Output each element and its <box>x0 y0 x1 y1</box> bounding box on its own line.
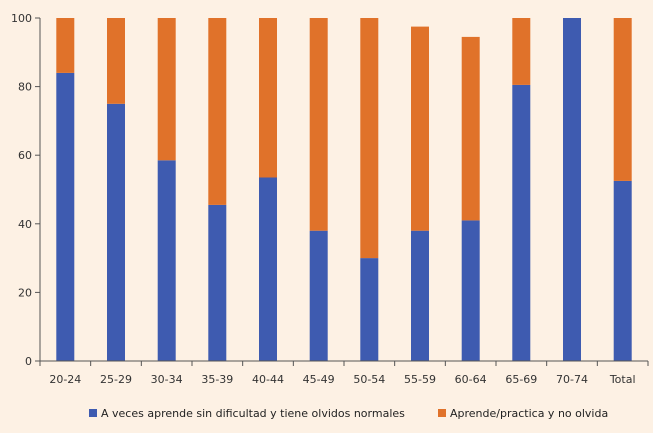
x-tick-label: 30-34 <box>151 373 183 386</box>
x-tick-label: 45-49 <box>303 373 335 386</box>
bar-practica-no-olvida-40-44 <box>259 18 277 178</box>
bar-aprende-olvidos-Total <box>613 180 632 361</box>
bar-practica-no-olvida-45-49 <box>309 18 328 231</box>
y-ticks-layer: 0 20 40 60 80 100 <box>11 12 40 368</box>
x-ticks-layer: 20-24 25-29 30-34 35-39 40-44 45-49 50-54 55-59… <box>39 361 649 386</box>
x-tick-label: 40-44 <box>252 373 284 386</box>
x-tick-label: 20-24 <box>49 373 81 386</box>
x-tick-label: 35-39 <box>201 373 233 386</box>
bar-aprende-olvidos-50-54 <box>360 258 379 361</box>
bar-practica-no-olvida-30-34 <box>157 18 176 161</box>
bar-aprende-olvidos-30-34 <box>157 160 176 361</box>
legend: A veces aprende sin dificultad y tiene o… <box>89 407 608 420</box>
legend-label-practica-no-olvida: Aprende/practica y no olvida <box>450 407 608 420</box>
y-tick-label: 20 <box>18 286 32 299</box>
bar-practica-no-olvida-65-69 <box>512 18 531 85</box>
bars-layer <box>56 18 632 362</box>
x-tick-label: 70-74 <box>556 373 588 386</box>
bar-practica-no-olvida-35-39 <box>208 18 227 205</box>
y-tick-label: 80 <box>18 81 32 94</box>
x-tick-label: 50-54 <box>353 373 385 386</box>
bar-aprende-olvidos-25-29 <box>107 103 125 362</box>
bar-aprende-olvidos-35-39 <box>208 204 227 361</box>
x-tick-label: 55-59 <box>404 373 436 386</box>
bar-aprende-olvidos-70-74 <box>563 18 581 361</box>
y-tick-label: 0 <box>25 355 32 368</box>
legend-swatch-aprende-olvidos <box>89 409 97 417</box>
x-tick-label: Total <box>609 373 636 386</box>
x-tick-label: 65-69 <box>505 373 537 386</box>
bar-practica-no-olvida-50-54 <box>360 18 379 259</box>
bar-aprende-olvidos-45-49 <box>309 230 328 361</box>
bar-aprende-olvidos-55-59 <box>411 230 429 361</box>
legend-swatch-practica-no-olvida <box>438 409 446 417</box>
y-tick-label: 100 <box>11 12 32 25</box>
y-tick-label: 40 <box>18 218 32 231</box>
bar-practica-no-olvida-55-59 <box>411 26 429 231</box>
bar-aprende-olvidos-65-69 <box>512 84 531 362</box>
bar-practica-no-olvida-20-24 <box>56 18 75 73</box>
bar-practica-no-olvida-Total <box>613 18 632 181</box>
bar-practica-no-olvida-25-29 <box>107 18 125 104</box>
bar-practica-no-olvida-60-64 <box>461 36 480 221</box>
legend-label-aprende-olvidos: A veces aprende sin dificultad y tiene o… <box>101 407 405 420</box>
y-tick-label: 60 <box>18 149 32 162</box>
x-tick-label: 25-29 <box>100 373 132 386</box>
bar-aprende-olvidos-40-44 <box>259 177 277 361</box>
bar-aprende-olvidos-60-64 <box>461 220 480 361</box>
bar-aprende-olvidos-20-24 <box>56 72 75 362</box>
x-tick-label: 60-64 <box>455 373 487 386</box>
